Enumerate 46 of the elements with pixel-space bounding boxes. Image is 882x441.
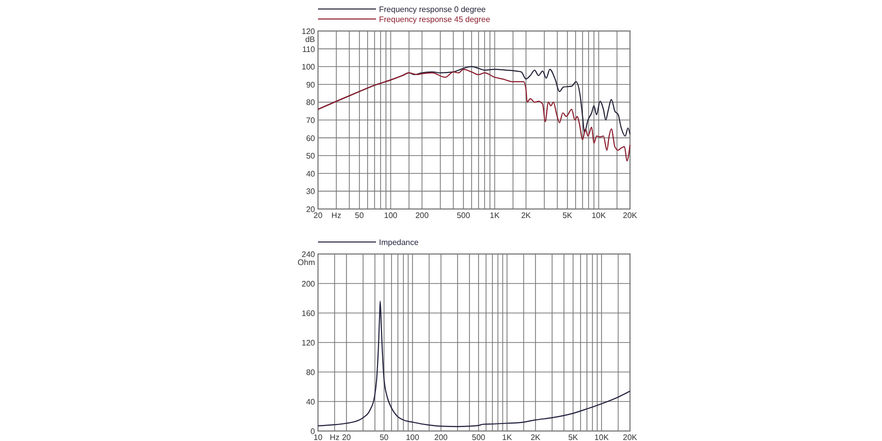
y-tick-label: 240 <box>302 250 316 259</box>
y-tick-label: 60 <box>306 134 316 143</box>
x-tick-label: 1K <box>490 211 500 220</box>
text: Frequency response 0 degree <box>379 5 486 14</box>
x-tick-label: 500 <box>456 211 471 220</box>
y-tick-label: 200 <box>302 280 316 288</box>
x-tick-label: 200 <box>434 433 448 441</box>
x-tick-label: 50 <box>380 433 390 441</box>
y-tick-label: 90 <box>306 80 316 90</box>
x-tick-label: Hz <box>331 211 342 220</box>
x-tick-label: 20 <box>314 211 323 220</box>
x-tick-label: 500 <box>472 433 486 441</box>
x-tick-label: 200 <box>415 211 430 220</box>
y-axis-title: Ohm <box>298 258 316 267</box>
x-tick-label: Hz <box>330 433 340 441</box>
y-axis-title: dB <box>305 35 315 44</box>
y-tick-label: 30 <box>306 187 316 196</box>
x-tick-label: 10 <box>314 433 323 441</box>
x-tick-label: 10K <box>592 211 606 220</box>
x-tick-label: 20K <box>622 433 638 441</box>
y-tick-label: 80 <box>306 368 316 377</box>
y-tick-label: 120 <box>302 338 316 348</box>
x-tick-label: 50 <box>354 211 364 220</box>
x-tick-label: 2K <box>530 433 542 441</box>
y-tick-label: 160 <box>302 309 316 318</box>
y-tick-label: 110 <box>302 44 316 54</box>
x-tick-label: 2K <box>521 211 532 220</box>
x-tick-label: 1K <box>502 433 513 441</box>
x-tick-label: 100 <box>406 433 420 441</box>
y-tick-label: 80 <box>306 98 316 108</box>
y-tick-label: 120 <box>302 27 316 36</box>
text: Impedance <box>379 238 420 247</box>
y-tick-label: 50 <box>306 152 316 161</box>
y-tick-label: 40 <box>306 398 316 406</box>
x-tick-label: 5K <box>568 433 579 441</box>
x-tick-label: 20K <box>622 211 638 220</box>
y-tick-label: 100 <box>302 62 316 72</box>
x-tick-label: 5K <box>562 211 573 220</box>
y-tick-label: 20 <box>306 205 316 214</box>
y-tick-label: 70 <box>306 116 316 125</box>
text: Frequency response 45 degree <box>379 15 491 24</box>
y-tick-label: 40 <box>306 169 316 178</box>
x-tick-label: 100 <box>384 211 398 220</box>
x-tick-label: 20 <box>342 433 352 441</box>
y-tick-label: 0 <box>310 427 316 436</box>
x-tick-label: 10K <box>594 433 610 441</box>
